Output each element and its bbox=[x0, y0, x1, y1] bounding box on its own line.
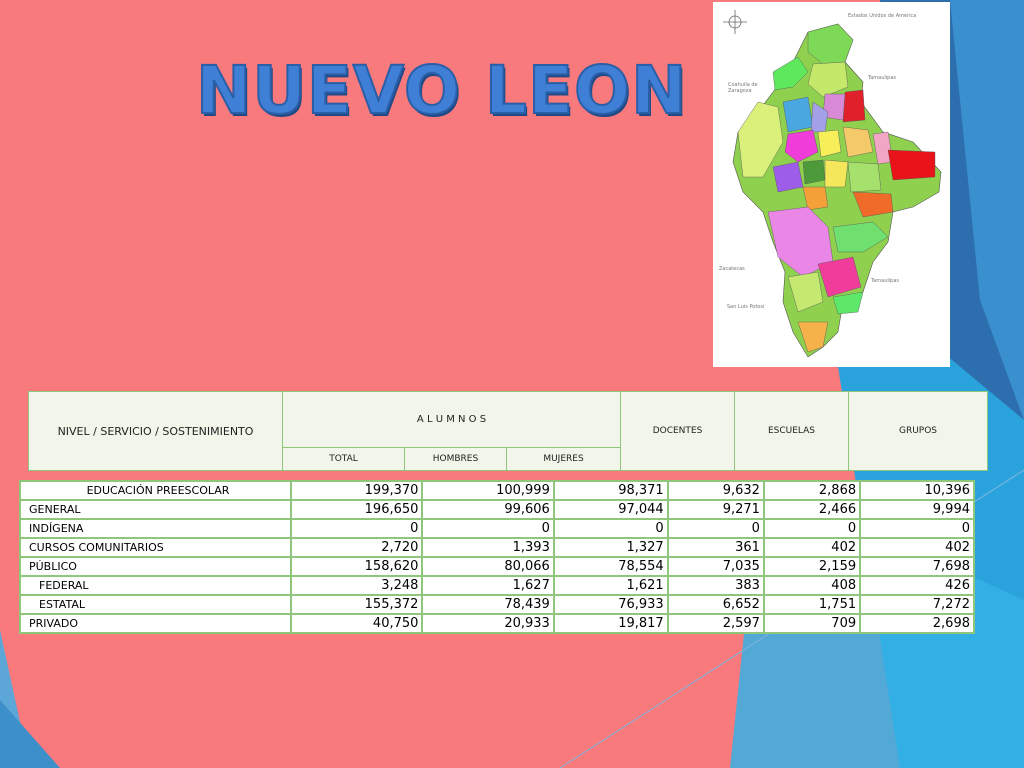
cell-escuelas: 408 bbox=[762, 575, 862, 596]
map-label-usa: Estados Unidos de América bbox=[848, 13, 917, 19]
map-label-tamaulipas-top: Tamaulipas bbox=[868, 75, 897, 81]
row-label: EDUCACIÓN PREESCOLAR bbox=[19, 480, 292, 501]
cell-grupos: 0 bbox=[859, 518, 975, 539]
cell-total: 0 bbox=[289, 518, 424, 539]
map-label-coahuila: Coahuila de Zaragoza bbox=[728, 82, 758, 94]
municipalities-map bbox=[723, 10, 942, 358]
row-label: PRIVADO bbox=[19, 613, 292, 634]
cell-total: 158,620 bbox=[289, 556, 424, 577]
cell-hombres: 100,999 bbox=[421, 480, 555, 501]
cell-mujeres: 76,933 bbox=[552, 594, 669, 615]
header-mujeres: MUJERES bbox=[507, 448, 621, 470]
table-row: FEDERAL 3,248 1,627 1,621 383 408 426 bbox=[19, 575, 975, 596]
cell-hombres: 78,439 bbox=[421, 594, 555, 615]
table-header: NIVEL / SERVICIO / SOSTENIMIENTO A L U M… bbox=[28, 391, 988, 471]
cell-escuelas: 2,466 bbox=[762, 499, 862, 520]
page-title: NUEVO LEON bbox=[195, 51, 688, 130]
cell-grupos: 10,396 bbox=[859, 480, 975, 501]
header-docentes: DOCENTES bbox=[621, 392, 735, 470]
cell-hombres: 1,393 bbox=[421, 537, 555, 558]
header-grupos: GRUPOS bbox=[898, 426, 938, 436]
cell-docentes: 2,597 bbox=[666, 613, 765, 634]
cell-grupos: 402 bbox=[859, 537, 975, 558]
cell-total: 2,720 bbox=[289, 537, 424, 558]
cell-docentes: 6,652 bbox=[666, 594, 765, 615]
row-label: GENERAL bbox=[19, 499, 292, 520]
cell-hombres: 1,627 bbox=[421, 575, 555, 596]
cell-total: 40,750 bbox=[289, 613, 424, 634]
cell-total: 199,370 bbox=[289, 480, 424, 501]
cell-escuelas: 709 bbox=[762, 613, 862, 634]
row-label: INDÍGENA bbox=[19, 518, 292, 539]
row-label: CURSOS COMUNITARIOS bbox=[19, 537, 292, 558]
cell-mujeres: 78,554 bbox=[552, 556, 669, 577]
cell-mujeres: 1,621 bbox=[552, 575, 669, 596]
cell-escuelas: 2,868 bbox=[762, 480, 862, 501]
header-nivel: NIVEL / SERVICIO / SOSTENIMIENTO bbox=[29, 392, 283, 470]
cell-total: 3,248 bbox=[289, 575, 424, 596]
cell-hombres: 20,933 bbox=[421, 613, 555, 634]
cell-grupos: 7,272 bbox=[859, 594, 975, 615]
state-map: Estados Unidos de América Coahuila de Za… bbox=[713, 2, 950, 367]
header-alumnos: A L U M N O S bbox=[283, 392, 621, 448]
cell-grupos: 9,994 bbox=[859, 499, 975, 520]
table-row: CURSOS COMUNITARIOS 2,720 1,393 1,327 36… bbox=[19, 537, 975, 558]
cell-grupos: 7,698 bbox=[859, 556, 975, 577]
cell-escuelas: 402 bbox=[762, 537, 862, 558]
cell-mujeres: 1,327 bbox=[552, 537, 669, 558]
row-label: FEDERAL bbox=[19, 575, 292, 596]
map-label-tamaulipas-bottom: Tamaulipas bbox=[871, 278, 900, 284]
map-label-slp: San Luis Potosí bbox=[727, 304, 765, 310]
table-row: INDÍGENA 0 0 0 0 0 0 bbox=[19, 518, 975, 539]
cell-docentes: 7,035 bbox=[666, 556, 765, 577]
cell-hombres: 0 bbox=[421, 518, 555, 539]
cell-docentes: 9,632 bbox=[666, 480, 765, 501]
map-label-zacatecas: Zacatecas bbox=[719, 266, 745, 272]
cell-hombres: 99,606 bbox=[421, 499, 555, 520]
cell-mujeres: 98,371 bbox=[552, 480, 669, 501]
table-row: EDUCACIÓN PREESCOLAR 199,370 100,999 98,… bbox=[19, 480, 975, 501]
cell-grupos: 426 bbox=[859, 575, 975, 596]
row-label: PÚBLICO bbox=[19, 556, 292, 577]
table-row: ESTATAL 155,372 78,439 76,933 6,652 1,75… bbox=[19, 594, 975, 615]
data-table: EDUCACIÓN PREESCOLAR 199,370 100,999 98,… bbox=[19, 480, 975, 634]
cell-mujeres: 19,817 bbox=[552, 613, 669, 634]
header-hombres: HOMBRES bbox=[405, 448, 507, 470]
table-row: PÚBLICO 158,620 80,066 78,554 7,035 2,15… bbox=[19, 556, 975, 577]
cell-docentes: 383 bbox=[666, 575, 765, 596]
row-label: ESTATAL bbox=[19, 594, 292, 615]
cell-escuelas: 2,159 bbox=[762, 556, 862, 577]
cell-mujeres: 0 bbox=[552, 518, 669, 539]
cell-total: 196,650 bbox=[289, 499, 424, 520]
cell-mujeres: 97,044 bbox=[552, 499, 669, 520]
table-row: PRIVADO 40,750 20,933 19,817 2,597 709 2… bbox=[19, 613, 975, 634]
cell-grupos: 2,698 bbox=[859, 613, 975, 634]
cell-docentes: 361 bbox=[666, 537, 765, 558]
table-row: GENERAL 196,650 99,606 97,044 9,271 2,46… bbox=[19, 499, 975, 520]
cell-escuelas: 1,751 bbox=[762, 594, 862, 615]
header-escuelas: ESCUELAS bbox=[735, 392, 849, 470]
cell-escuelas: 0 bbox=[762, 518, 862, 539]
compass-icon bbox=[723, 10, 747, 34]
cell-hombres: 80,066 bbox=[421, 556, 555, 577]
cell-docentes: 0 bbox=[666, 518, 765, 539]
cell-total: 155,372 bbox=[289, 594, 424, 615]
cell-docentes: 9,271 bbox=[666, 499, 765, 520]
header-total: TOTAL bbox=[283, 448, 405, 470]
